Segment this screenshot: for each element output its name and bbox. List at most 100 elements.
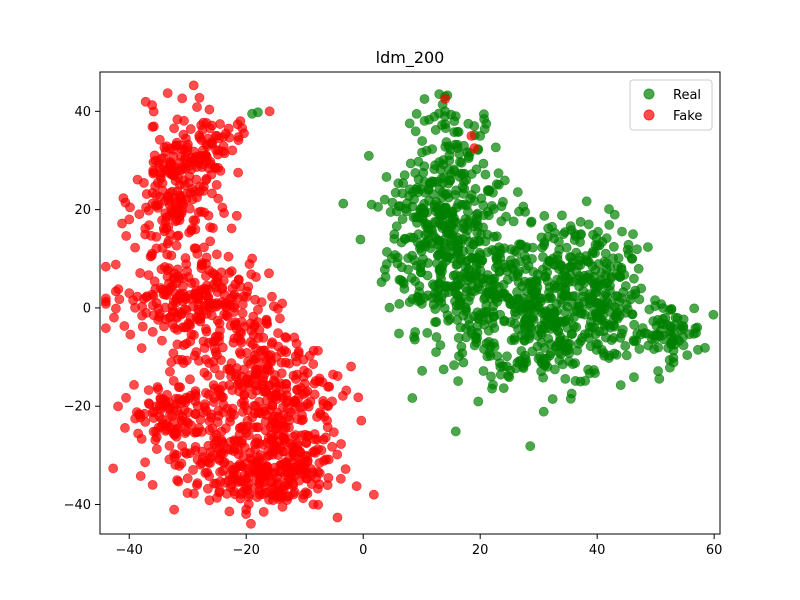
data-point	[140, 457, 151, 468]
data-point	[503, 370, 513, 381]
data-point	[632, 244, 642, 255]
data-point	[486, 371, 496, 382]
data-point	[246, 325, 257, 336]
data-point	[213, 405, 224, 416]
data-point	[281, 491, 292, 502]
data-point	[177, 93, 188, 104]
data-point	[559, 267, 570, 278]
data-point	[444, 150, 455, 161]
data-point	[643, 242, 653, 253]
data-point	[148, 167, 159, 178]
data-point	[453, 290, 464, 301]
data-point	[203, 163, 214, 174]
data-point	[224, 132, 235, 143]
data-point	[453, 235, 464, 246]
data-point	[176, 198, 187, 208]
data-point	[668, 357, 679, 368]
data-point	[464, 320, 474, 330]
data-point	[319, 411, 330, 422]
data-point	[273, 450, 284, 461]
data-point	[570, 291, 580, 301]
data-point	[417, 147, 427, 158]
data-point	[608, 253, 618, 264]
data-point	[314, 479, 325, 490]
data-point	[233, 275, 244, 286]
data-point	[525, 276, 536, 287]
data-point	[366, 199, 377, 210]
data-point	[413, 156, 424, 167]
data-point	[496, 292, 506, 303]
data-point	[171, 137, 182, 148]
data-point	[319, 455, 329, 466]
data-point	[475, 130, 486, 141]
data-point	[427, 144, 438, 155]
data-point	[516, 239, 526, 250]
data-point	[229, 409, 239, 420]
data-point	[120, 423, 130, 433]
data-point	[384, 302, 395, 313]
data-point	[179, 144, 190, 155]
data-point	[601, 233, 612, 244]
data-point	[478, 200, 489, 211]
data-point	[258, 506, 269, 517]
data-point	[186, 329, 197, 340]
data-point	[604, 204, 614, 214]
data-point	[204, 265, 215, 276]
data-point	[174, 290, 185, 301]
data-point	[172, 231, 183, 242]
data-point	[148, 426, 159, 437]
data-point	[653, 366, 664, 376]
data-point	[474, 284, 485, 295]
data-point	[413, 296, 423, 307]
data-point	[130, 242, 141, 253]
data-point	[496, 216, 507, 227]
data-point	[279, 481, 290, 492]
data-point	[526, 323, 537, 334]
data-point	[430, 125, 441, 135]
data-point	[332, 512, 343, 523]
data-point	[391, 206, 402, 217]
data-point	[538, 406, 549, 417]
data-point	[140, 96, 151, 107]
data-point	[220, 423, 231, 434]
data-point	[226, 358, 237, 369]
legend-label-fake: Fake	[673, 109, 702, 124]
data-point	[411, 260, 422, 271]
data-point	[145, 251, 156, 262]
data-point	[586, 316, 596, 327]
data-point	[249, 354, 259, 365]
data-point	[454, 148, 465, 159]
x-tick-label: 40	[589, 543, 606, 558]
y-tick-label: 40	[74, 105, 91, 120]
data-point	[162, 249, 173, 260]
data-point	[238, 452, 249, 462]
data-point	[212, 350, 222, 360]
data-point	[173, 271, 184, 282]
data-point	[589, 365, 599, 375]
data-point	[169, 123, 179, 134]
data-point	[489, 279, 500, 290]
data-point	[332, 371, 343, 381]
data-point	[351, 481, 362, 492]
data-point	[422, 270, 433, 281]
data-point	[537, 358, 548, 369]
data-point	[588, 246, 598, 257]
data-point	[487, 318, 498, 329]
data-point	[198, 336, 209, 347]
data-point	[139, 293, 149, 304]
data-point	[606, 272, 617, 283]
data-point	[356, 415, 367, 426]
data-point	[204, 358, 214, 368]
data-point	[440, 281, 450, 292]
data-point	[480, 169, 491, 180]
data-point	[449, 166, 460, 177]
data-point	[144, 220, 155, 231]
data-point	[355, 234, 366, 245]
data-point	[536, 320, 547, 331]
data-point	[180, 447, 190, 458]
data-point	[165, 366, 175, 377]
data-point	[424, 195, 434, 206]
data-point	[133, 428, 144, 439]
data-point	[392, 252, 403, 263]
data-point	[222, 311, 233, 322]
